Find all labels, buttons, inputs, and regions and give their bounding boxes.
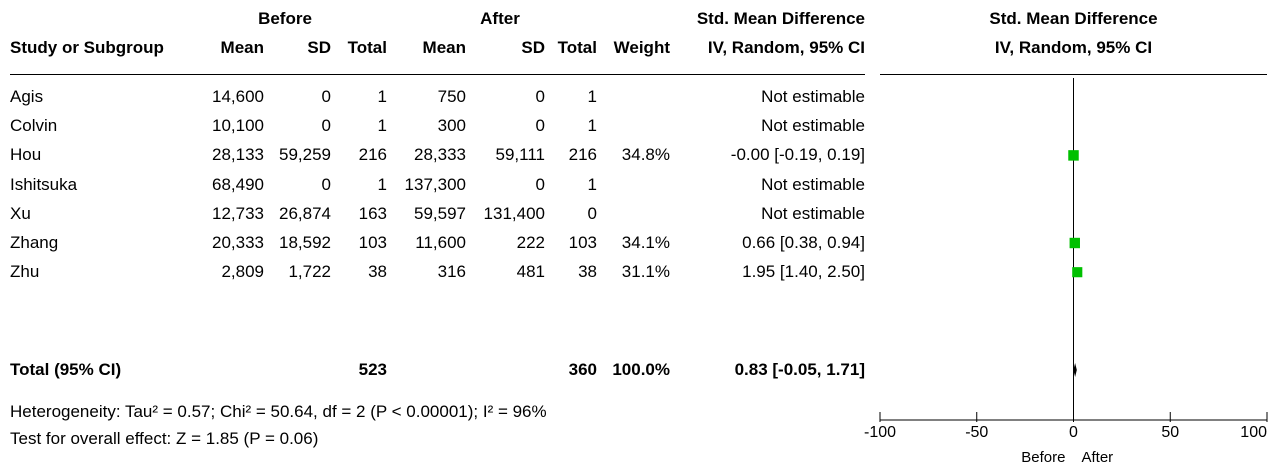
row-mean-after: 750 (437, 87, 466, 106)
row-total-after: 216 (568, 145, 597, 165)
total-label: Total (95% CI) (10, 360, 122, 379)
header-divider (10, 74, 865, 75)
row-sd-after: 222 (516, 233, 545, 252)
col-header-sd-before: SD (307, 38, 331, 57)
col-header-weight: Weight (613, 38, 670, 57)
row-total-before: 1 (377, 116, 387, 136)
row-study: Xu (10, 203, 31, 223)
row-mean-before: 10,100 (212, 116, 264, 136)
col-header-mean-before: Mean (220, 38, 264, 57)
row-effect: 1.95 [1.40, 2.50] (742, 262, 865, 282)
col-header-sd-after: SD (521, 38, 545, 57)
row-sd-after: 0 (535, 116, 545, 136)
x-tick-label: -50 (965, 424, 988, 441)
favours-before-label: Before (1021, 449, 1065, 466)
row-sd-after: 0 (535, 174, 545, 194)
row-sd-after: 59,111 (495, 145, 545, 165)
col-header-mean-after: Mean (422, 38, 466, 57)
total-after: 360 (568, 360, 597, 379)
row-mean-before: 14,600 (212, 87, 264, 106)
row-study: Ishitsuka (10, 174, 78, 194)
col-header-study: Study or Subgroup (10, 38, 164, 57)
row-effect: Not estimable (761, 87, 865, 106)
row-sd-after: 131,400 (483, 203, 545, 223)
plot-header-divider (880, 74, 1267, 75)
col-header-total-before: Total (347, 38, 387, 57)
row-mean-before: 2,809 (221, 262, 264, 282)
col-header-effect: IV, Random, 95% CI (707, 38, 865, 57)
row-total-after: 0 (587, 203, 597, 223)
row-study: Zhu (10, 262, 40, 282)
row-weight: 34.1% (621, 233, 670, 252)
row-mean-before: 28,133 (212, 145, 264, 165)
plot-title: Std. Mean Difference (989, 9, 1158, 28)
row-mean-after: 59,597 (414, 203, 466, 223)
row-sd-after: 0 (535, 87, 545, 106)
x-tick-label: 0 (1069, 424, 1078, 441)
row-total-before: 38 (368, 262, 387, 282)
row-sd-before: 0 (321, 87, 331, 106)
row-sd-before: 59,259 (279, 145, 331, 165)
row-study: Zhang (10, 233, 59, 252)
row-mean-before: 12,733 (212, 203, 264, 223)
row-study: Hou (10, 145, 42, 165)
row-mean-after: 11,600 (415, 233, 466, 252)
row-weight: 34.8% (621, 145, 670, 165)
row-effect: -0.00 [-0.19, 0.19] (730, 145, 865, 165)
row-sd-before: 1,722 (288, 262, 331, 282)
favours-after-label: After (1082, 449, 1114, 466)
row-total-after: 38 (578, 262, 597, 282)
row-mean-after: 28,333 (414, 145, 466, 165)
x-tick-label: 100 (1240, 424, 1267, 441)
row-sd-before: 0 (321, 116, 331, 136)
row-sd-before: 0 (321, 174, 331, 194)
row-mean-before: 68,490 (212, 174, 264, 194)
row-effect: 0.66 [0.38, 0.94] (742, 233, 865, 252)
group-after-header: After (480, 9, 520, 28)
overall-effect-text: Test for overall effect: Z = 1.85 (P = 0… (10, 429, 319, 448)
row-mean-after: 300 (437, 116, 466, 136)
row-total-after: 1 (587, 174, 597, 194)
study-marker (1072, 267, 1083, 278)
row-mean-before: 20,333 (212, 233, 264, 252)
row-total-before: 103 (358, 233, 387, 252)
row-total-before: 163 (358, 203, 387, 223)
row-total-after: 1 (587, 116, 597, 136)
row-total-after: 1 (587, 87, 597, 106)
total-before: 523 (358, 360, 387, 379)
row-weight: 31.1% (621, 262, 670, 282)
study-marker (1068, 150, 1079, 161)
study-marker (1069, 237, 1080, 249)
x-tick-label: 50 (1161, 424, 1179, 441)
row-effect: Not estimable (761, 116, 865, 136)
row-sd-before: 26,874 (279, 203, 331, 223)
effect-title: Std. Mean Difference (696, 9, 865, 28)
group-before-header: Before (258, 9, 312, 28)
total-weight: 100.0% (612, 360, 670, 379)
x-tick-label: -100 (864, 424, 896, 441)
row-sd-before: 18,592 (279, 233, 331, 252)
total-effect: 0.83 [-0.05, 1.71] (734, 360, 865, 379)
row-study: Colvin (10, 116, 58, 136)
row-mean-after: 137,300 (404, 174, 466, 194)
row-sd-after: 481 (516, 262, 545, 282)
row-total-before: 1 (377, 87, 387, 106)
col-header-plot: IV, Random, 95% CI (994, 38, 1153, 57)
col-header-total-after: Total (557, 38, 597, 57)
pooled-diamond (1073, 363, 1077, 377)
row-effect: Not estimable (761, 203, 865, 223)
row-effect: Not estimable (761, 174, 865, 194)
heterogeneity-text: Heterogeneity: Tau² = 0.57; Chi² = 50.64… (10, 402, 547, 421)
row-mean-after: 316 (437, 262, 466, 282)
row-total-after: 103 (568, 233, 597, 252)
row-study: Agis (10, 87, 44, 106)
row-total-before: 1 (377, 174, 387, 194)
row-total-before: 216 (358, 145, 387, 165)
